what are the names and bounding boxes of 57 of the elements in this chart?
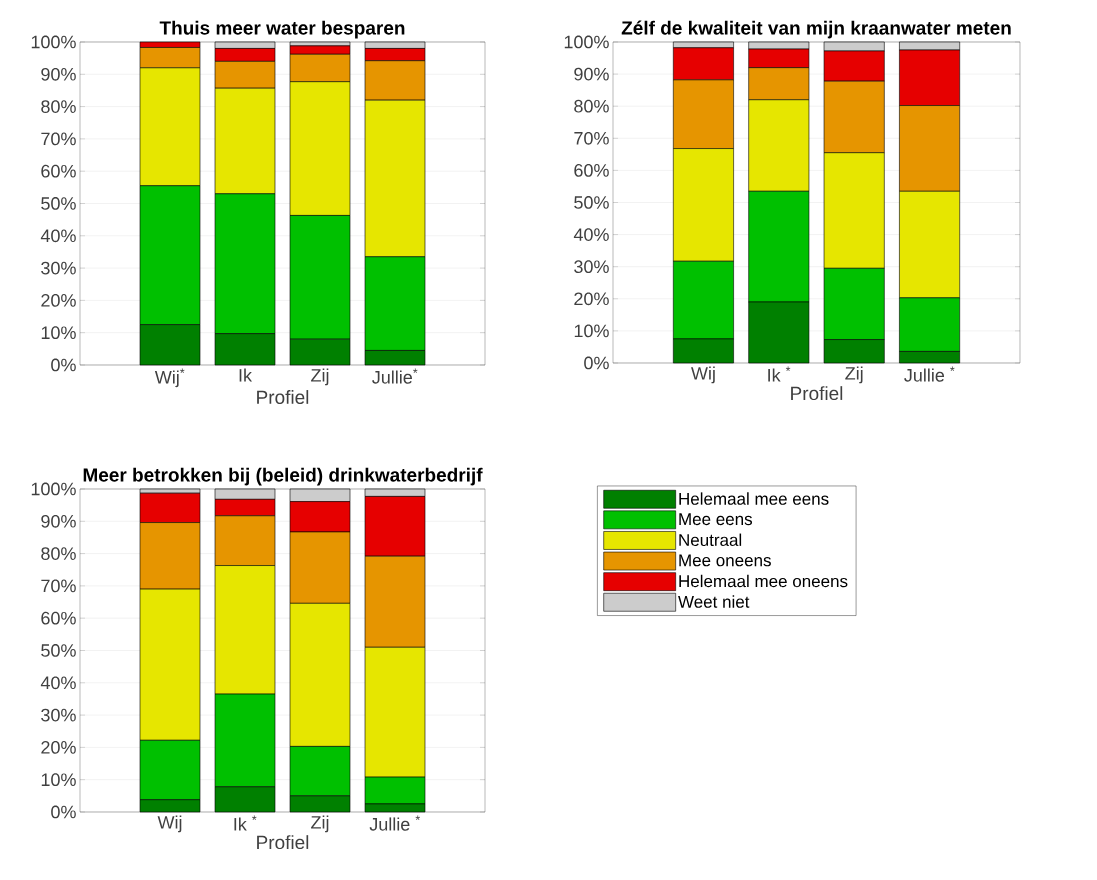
y-tick-label: 80% bbox=[41, 100, 76, 113]
x-tick-label: Ik $^{*}$ bbox=[234, 815, 257, 831]
x-tick-label: Jullie $^{*}$ bbox=[369, 815, 421, 831]
y-tick-label: 70% bbox=[41, 579, 76, 593]
y-tick-label: 80% bbox=[574, 99, 609, 113]
y-tick-label: 70% bbox=[41, 132, 76, 146]
y-tick-label: 20% bbox=[41, 294, 76, 307]
legend-label: Neutraal bbox=[679, 533, 742, 547]
x-axis-title: Profiel bbox=[257, 390, 309, 405]
chart-title: Meer betrokken bij (beleid) drinkwaterbedrijf bbox=[83, 467, 483, 486]
y-tick-label: 40% bbox=[40, 229, 76, 243]
y-tick-label: 100% bbox=[31, 35, 76, 49]
y-tick-label: 50% bbox=[41, 197, 76, 210]
y-tick-label: 60% bbox=[41, 164, 76, 178]
x-tick-label: Wij bbox=[691, 366, 715, 384]
y-tick-label: 30% bbox=[41, 708, 76, 722]
y-tick-label: 50% bbox=[574, 196, 609, 209]
y-tick-label: 40% bbox=[40, 676, 76, 690]
y-tick-label: 0% bbox=[51, 805, 76, 819]
y-tick-label: 90% bbox=[41, 67, 76, 81]
x-tick-label: Jullie$^{*}$ bbox=[372, 368, 418, 384]
y-tick-label: 60% bbox=[574, 164, 609, 177]
y-tick-label: 70% bbox=[574, 131, 609, 145]
y-tick-label: 0% bbox=[584, 356, 609, 370]
y-tick-label: 30% bbox=[41, 261, 76, 275]
chart-title: Zélf de kwaliteit van mijn kraanwater meten bbox=[621, 20, 1011, 39]
y-tick-label: 20% bbox=[41, 741, 76, 754]
y-tick-label: 100% bbox=[31, 482, 76, 496]
legend-label: Mee eens bbox=[679, 513, 753, 526]
legend-label: Helemaal mee oneens bbox=[679, 574, 848, 588]
x-tick-label: Zij bbox=[311, 368, 329, 386]
y-tick-label: 60% bbox=[41, 611, 76, 625]
y-tick-label: 100% bbox=[564, 35, 609, 49]
legend-label: Weet niet bbox=[678, 595, 750, 608]
y-tick-label: 80% bbox=[41, 547, 76, 560]
legend-label: Mee oneens bbox=[679, 554, 771, 567]
y-tick-label: 10% bbox=[574, 324, 609, 338]
x-tick-label: Zij bbox=[311, 815, 329, 833]
y-tick-label: 0% bbox=[51, 358, 76, 372]
x-axis-title: Profiel bbox=[257, 835, 309, 850]
y-tick-label: 30% bbox=[574, 260, 609, 274]
legend-label: Helemaal mee eens bbox=[679, 492, 829, 505]
x-tick-label: Wij bbox=[157, 815, 182, 833]
x-tick-label: Zij bbox=[845, 366, 863, 384]
y-tick-label: 10% bbox=[41, 773, 76, 787]
y-tick-label: 50% bbox=[41, 644, 76, 657]
y-tick-label: 90% bbox=[574, 67, 609, 81]
x-tick-label: Jullie $^{*}$ bbox=[904, 366, 955, 382]
y-tick-label: 40% bbox=[573, 228, 609, 241]
x-tick-label: Ik $^{*}$ bbox=[768, 366, 791, 382]
x-tick-label: Wij$^{*}$ bbox=[154, 368, 185, 388]
x-axis-title: Profiel bbox=[791, 386, 843, 401]
y-tick-label: 90% bbox=[41, 514, 76, 528]
chart-title: Thuis meer water besparen bbox=[159, 20, 405, 39]
x-tick-label: Ik bbox=[239, 368, 253, 382]
y-tick-label: 20% bbox=[574, 292, 609, 306]
y-tick-label: 10% bbox=[41, 326, 76, 340]
